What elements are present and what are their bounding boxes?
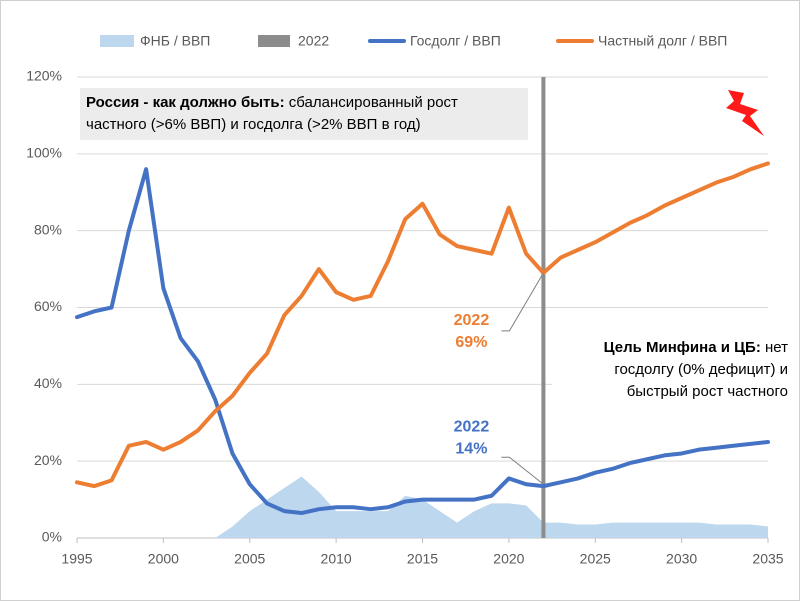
- annotation-bold: Россия - как должно быть:: [86, 94, 285, 111]
- x-tick-label: 2010: [321, 551, 352, 567]
- line: [75, 161, 770, 489]
- y-tick-label: 20%: [34, 452, 62, 468]
- point-label-value: 14%: [455, 440, 487, 457]
- x-tick-label: 2035: [752, 551, 783, 567]
- annotation-box: Россия - как должно быть: сбалансированн…: [80, 88, 528, 140]
- legend-label: ФНБ / ВВП: [140, 33, 210, 49]
- x-tick-label: 2030: [666, 551, 697, 567]
- x-tick-label: 2025: [580, 551, 611, 567]
- y-tick-label: 100%: [26, 145, 62, 161]
- x-tick-label: 2005: [234, 551, 265, 567]
- annotation-box: Цель Минфина и ЦБ: нет госдолгу (0% дефи…: [552, 337, 788, 403]
- legend-label: 2022: [298, 33, 329, 49]
- legend-swatch: [258, 35, 290, 47]
- x-tick-label: 2000: [148, 551, 179, 567]
- point-label-value: 69%: [455, 334, 487, 351]
- x-tick-label: 1995: [61, 551, 92, 567]
- legend-swatch: [100, 35, 134, 47]
- area: [215, 476, 768, 538]
- annotation-text: сбалансированный рост частного (>6% ВВП)…: [86, 94, 458, 133]
- y-tick-label: 40%: [34, 375, 62, 391]
- x-tick-label: 2015: [407, 551, 438, 567]
- line: [75, 167, 770, 516]
- y-tick-label: 80%: [34, 221, 62, 237]
- legend-label: Частный долг / ВВП: [598, 33, 727, 49]
- annotation-text: нет госдолгу (0% дефицит) и быстрый рост…: [614, 339, 788, 400]
- y-tick-label: 0%: [42, 529, 62, 545]
- point-label-year: 2022: [454, 312, 490, 329]
- annotation-bold: Цель Минфина и ЦБ:: [603, 339, 761, 356]
- y-tick-label: 120%: [26, 68, 62, 84]
- x-tick-label: 2020: [493, 551, 524, 567]
- lightning-icon: [726, 90, 764, 136]
- leader-line: [501, 456, 544, 485]
- leader-line: [501, 272, 544, 332]
- point-label-year: 2022: [454, 418, 490, 435]
- y-tick-label: 60%: [34, 298, 62, 314]
- legend-label: Госдолг / ВВП: [410, 33, 501, 49]
